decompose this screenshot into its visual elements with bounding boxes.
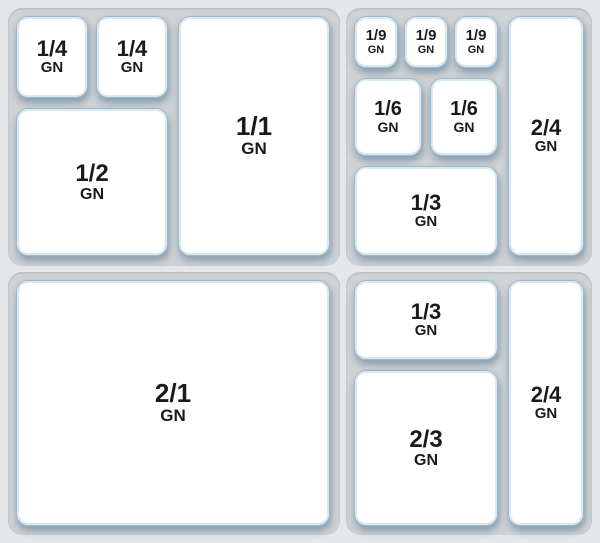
pan-2-1: 2/1 GN (16, 280, 330, 526)
pan-size-label: 2/4 (531, 116, 562, 139)
pan-size-label: 1/4 (117, 37, 148, 60)
pan-size-label: 1/6 (450, 99, 478, 120)
pan-unit-label: GN (415, 214, 438, 231)
pan-size-label: 1/9 (466, 28, 487, 44)
pan-1-9-a: 1/9 GN (354, 16, 398, 68)
pan-1-3-b: 1/3 GN (354, 280, 498, 360)
pan-size-label: 1/6 (374, 99, 402, 120)
pan-1-6-b: 1/6 GN (430, 78, 498, 156)
pan-size-label: 1/9 (416, 28, 437, 44)
pan-1-3-a: 1/3 GN (354, 166, 498, 256)
pan-unit-label: GN (468, 44, 485, 56)
pan-unit-label: GN (418, 44, 435, 56)
pan-1-9-b: 1/9 GN (404, 16, 448, 68)
pan-2-4-a: 2/4 GN (508, 16, 584, 256)
pan-unit-label: GN (535, 406, 558, 423)
pan-size-label: 1/4 (37, 37, 68, 60)
pan-unit-label: GN (80, 186, 104, 204)
pan-1-2: 1/2 GN (16, 108, 168, 256)
pan-size-label: 1/3 (411, 300, 442, 323)
pan-unit-label: GN (121, 60, 144, 77)
pan-unit-label: GN (368, 44, 385, 56)
pan-size-label: 2/3 (409, 427, 442, 452)
pan-size-label: 1/9 (366, 28, 387, 44)
gn-size-diagram: CS catering equipment 1/4 GN 1/4 GN 1/2 … (0, 0, 600, 543)
pan-unit-label: GN (378, 120, 399, 135)
pan-unit-label: GN (415, 323, 438, 340)
pan-2-4-b: 2/4 GN (508, 280, 584, 526)
pan-unit-label: GN (160, 407, 186, 426)
pan-size-label: 1/2 (75, 161, 108, 186)
pan-size-label: 1/3 (411, 191, 442, 214)
pan-1-6-a: 1/6 GN (354, 78, 422, 156)
pan-unit-label: GN (41, 60, 64, 77)
pan-unit-label: GN (454, 120, 475, 135)
pan-1-9-c: 1/9 GN (454, 16, 498, 68)
pan-unit-label: GN (241, 140, 267, 159)
pan-unit-label: GN (535, 139, 558, 156)
pan-1-1: 1/1 GN (178, 16, 330, 256)
pan-size-label: 2/4 (531, 383, 562, 406)
pan-size-label: 2/1 (155, 380, 191, 407)
pan-unit-label: GN (414, 452, 438, 470)
pan-1-4-b: 1/4 GN (96, 16, 168, 98)
pan-2-3: 2/3 GN (354, 370, 498, 526)
pan-size-label: 1/1 (236, 113, 272, 140)
pan-1-4-a: 1/4 GN (16, 16, 88, 98)
